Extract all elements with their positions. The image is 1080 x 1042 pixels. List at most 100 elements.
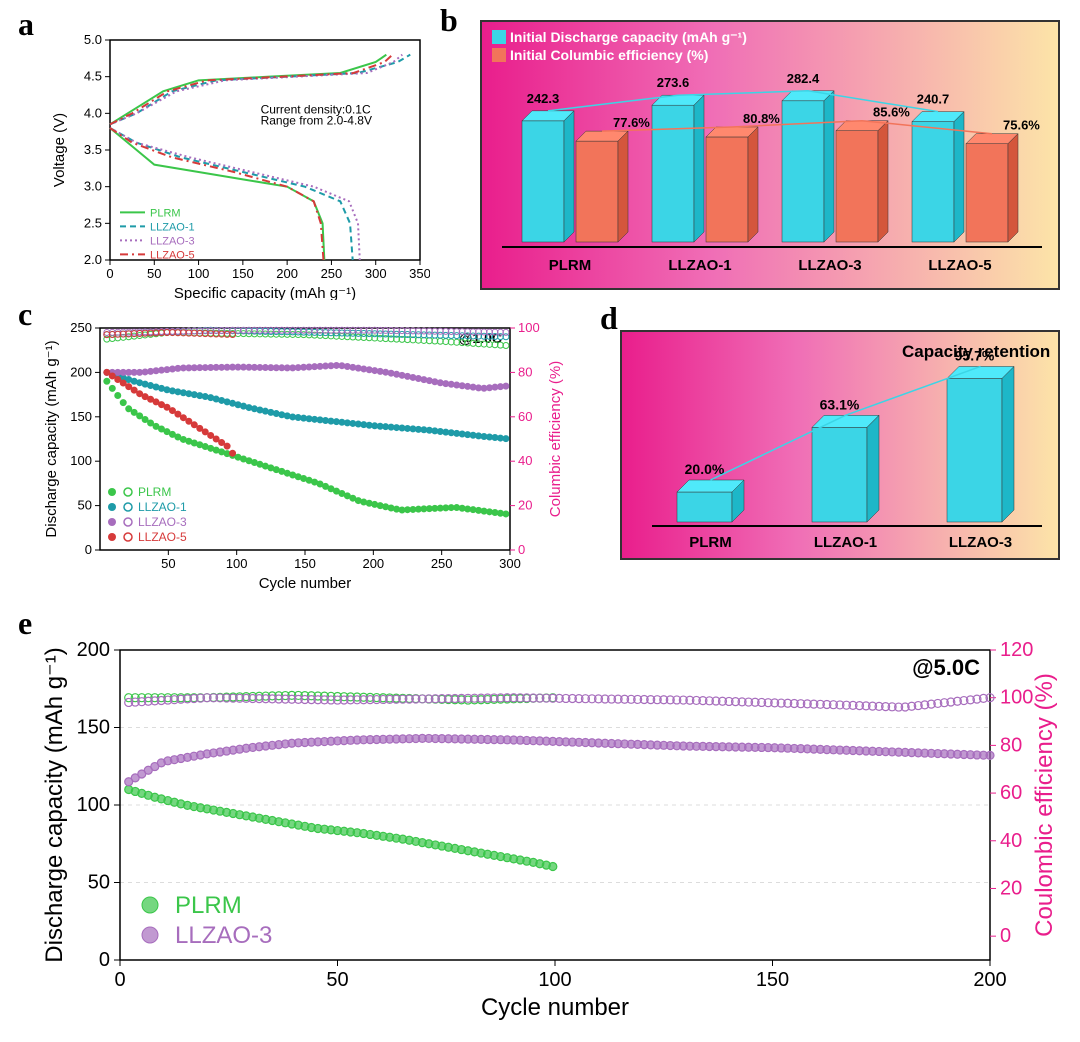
- svg-text:@5.0C: @5.0C: [912, 655, 980, 680]
- svg-text:80.8%: 80.8%: [743, 111, 780, 126]
- svg-text:200: 200: [362, 556, 384, 571]
- svg-text:77.6%: 77.6%: [613, 115, 650, 130]
- svg-text:5.0: 5.0: [84, 32, 102, 47]
- svg-text:60: 60: [518, 409, 532, 424]
- svg-text:LLZAO-1: LLZAO-1: [814, 534, 877, 551]
- svg-text:150: 150: [70, 409, 92, 424]
- svg-text:Initial Columbic efficiency (%: Initial Columbic efficiency (%): [510, 47, 708, 63]
- svg-text:150: 150: [756, 969, 789, 991]
- svg-text:100: 100: [188, 266, 210, 281]
- svg-text:2.0: 2.0: [84, 252, 102, 267]
- svg-text:250: 250: [70, 320, 92, 335]
- svg-text:PLRM: PLRM: [689, 534, 732, 551]
- svg-text:2.5: 2.5: [84, 215, 102, 230]
- svg-text:20: 20: [518, 498, 532, 513]
- svg-text:Initial Discharge capacity (mA: Initial Discharge capacity (mAh g⁻¹): [510, 29, 747, 45]
- panel-d-area: Capacity retention20.0%PLRM63.1%LLZAO-19…: [620, 330, 1060, 560]
- svg-text:242.3: 242.3: [527, 91, 560, 106]
- svg-text:250: 250: [431, 556, 453, 571]
- svg-text:80: 80: [1000, 734, 1022, 756]
- svg-text:240.7: 240.7: [917, 92, 950, 107]
- svg-text:100: 100: [70, 453, 92, 468]
- svg-text:150: 150: [294, 556, 316, 571]
- svg-text:0: 0: [518, 542, 525, 557]
- svg-text:95.7%: 95.7%: [955, 347, 995, 363]
- svg-text:50: 50: [161, 556, 175, 571]
- svg-text:LLZAO-3: LLZAO-3: [138, 515, 187, 529]
- svg-text:63.1%: 63.1%: [820, 396, 860, 412]
- svg-text:300: 300: [365, 266, 387, 281]
- svg-text:20: 20: [1000, 877, 1022, 899]
- svg-text:Voltage (V): Voltage (V): [51, 113, 68, 187]
- svg-text:PLRM: PLRM: [175, 892, 242, 919]
- svg-text:LLZAO-3: LLZAO-3: [798, 257, 861, 274]
- svg-text:250: 250: [321, 266, 343, 281]
- svg-text:PLRM: PLRM: [138, 485, 171, 499]
- panel-d-chart: Capacity retention20.0%PLRM63.1%LLZAO-19…: [622, 332, 1062, 562]
- svg-text:3.5: 3.5: [84, 142, 102, 157]
- svg-text:4.0: 4.0: [84, 105, 102, 120]
- svg-text:100: 100: [518, 320, 540, 335]
- svg-text:350: 350: [409, 266, 430, 281]
- svg-text:50: 50: [78, 498, 92, 513]
- svg-text:Cycle number: Cycle number: [481, 994, 629, 1021]
- svg-text:50: 50: [147, 266, 161, 281]
- svg-text:200: 200: [70, 364, 92, 379]
- svg-text:3.0: 3.0: [84, 179, 102, 194]
- svg-text:282.4: 282.4: [787, 71, 820, 86]
- svg-text:LLZAO-5: LLZAO-5: [138, 530, 187, 544]
- panel-c-label: c: [18, 296, 32, 333]
- svg-text:Columbic efficiency (%): Columbic efficiency (%): [547, 361, 564, 517]
- svg-text:50: 50: [326, 969, 348, 991]
- panel-a-label: a: [18, 6, 34, 43]
- svg-text:100: 100: [538, 969, 571, 991]
- svg-text:100: 100: [226, 556, 248, 571]
- svg-text:150: 150: [77, 717, 110, 739]
- svg-text:0: 0: [106, 266, 113, 281]
- svg-text:0: 0: [1000, 925, 1011, 947]
- svg-text:200: 200: [77, 639, 110, 661]
- svg-text:Discharge capacity (mAh g⁻¹): Discharge capacity (mAh g⁻¹): [43, 340, 60, 537]
- svg-text:120: 120: [1000, 639, 1033, 661]
- svg-text:40: 40: [518, 453, 532, 468]
- svg-text:100: 100: [77, 794, 110, 816]
- svg-text:LLZAO-3: LLZAO-3: [150, 235, 195, 247]
- svg-text:Specific capacity (mAh g⁻¹): Specific capacity (mAh g⁻¹): [174, 285, 356, 300]
- svg-text:LLZAO-3: LLZAO-3: [949, 534, 1012, 551]
- svg-text:50: 50: [88, 872, 110, 894]
- svg-text:300: 300: [499, 556, 521, 571]
- svg-text:80: 80: [518, 364, 532, 379]
- svg-text:LLZAO-1: LLZAO-1: [668, 257, 731, 274]
- panel-b-area: Initial Discharge capacity (mAh g⁻¹) Init…: [480, 20, 1060, 290]
- svg-text:Range from 2.0-4.8V: Range from 2.0-4.8V: [261, 113, 372, 127]
- svg-text:LLZAO-5: LLZAO-5: [928, 257, 991, 274]
- panel-c-chart: 5010015020025030005010015020025002040608…: [40, 310, 580, 600]
- svg-text:PLRM: PLRM: [150, 207, 181, 219]
- svg-text:0: 0: [85, 542, 92, 557]
- svg-text:LLZAO-1: LLZAO-1: [150, 221, 195, 233]
- svg-text:Discharge capacity (mAh g⁻¹): Discharge capacity (mAh g⁻¹): [41, 647, 68, 962]
- panel-d-label: d: [600, 300, 618, 337]
- panel-a-chart: 0 50 100 150 200 250 300 350 2.0 2.5 3.0 3.5 4.0 4.5 5…: [50, 20, 430, 300]
- panel-e-chart: 050100150200050100150200020406080100120C…: [40, 620, 1070, 1030]
- svg-text:Cycle number: Cycle number: [259, 575, 352, 592]
- svg-text:0: 0: [99, 949, 110, 971]
- svg-text:150: 150: [232, 266, 254, 281]
- svg-text:40: 40: [1000, 830, 1022, 852]
- svg-text:75.6%: 75.6%: [1003, 118, 1040, 133]
- panel-e-label: e: [18, 605, 32, 642]
- svg-text:20.0%: 20.0%: [685, 461, 725, 477]
- svg-text:200: 200: [973, 969, 1006, 991]
- svg-text:Coulombic efficiency (%): Coulombic efficiency (%): [1031, 673, 1058, 937]
- svg-text:LLZAO-1: LLZAO-1: [138, 500, 187, 514]
- svg-text:200: 200: [276, 266, 298, 281]
- svg-text:LLZAO-3: LLZAO-3: [175, 922, 272, 949]
- svg-text:0: 0: [114, 969, 125, 991]
- svg-text:LLZAO-5: LLZAO-5: [150, 249, 195, 261]
- panel-b-label: b: [440, 2, 458, 39]
- panel-b-chart: Initial Discharge capacity (mAh g⁻¹) Init…: [482, 22, 1062, 292]
- svg-text:4.5: 4.5: [84, 69, 102, 84]
- svg-text:100: 100: [1000, 687, 1033, 709]
- svg-text:273.6: 273.6: [657, 75, 690, 90]
- svg-text:PLRM: PLRM: [549, 257, 592, 274]
